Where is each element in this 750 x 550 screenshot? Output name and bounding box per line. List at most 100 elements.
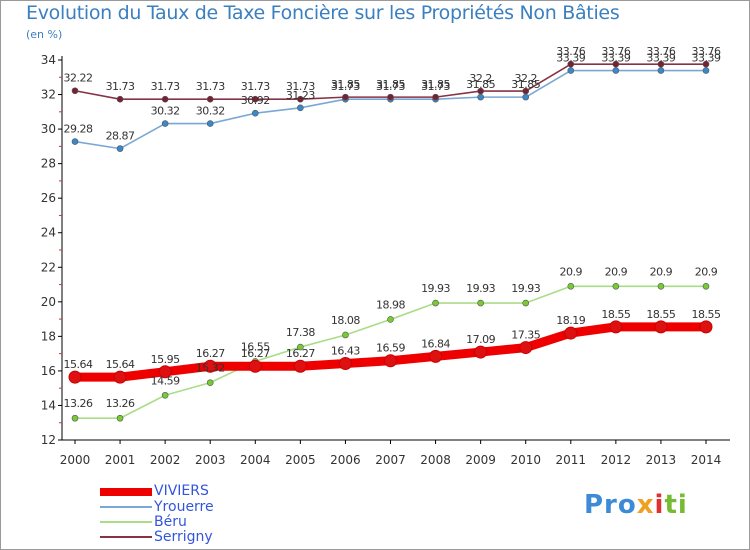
data-point [564, 326, 578, 340]
y-tick-label: 16 [41, 364, 56, 378]
data-label: 14.59 [151, 374, 180, 387]
data-label: 19.93 [511, 282, 540, 295]
data-point [203, 359, 217, 373]
data-point [567, 282, 575, 290]
data-point [206, 379, 214, 386]
data-point [113, 370, 127, 384]
y-tick-label: 12 [41, 433, 56, 447]
x-tick-label: 2009 [465, 453, 496, 467]
data-label: 33.76 [692, 45, 721, 58]
data-point [297, 95, 304, 103]
legend-label-serrigny: Serrigny [154, 529, 213, 545]
legend-label-viviers: VIVIERS [154, 483, 209, 499]
data-label: 31.85 [421, 78, 450, 91]
data-point [429, 349, 443, 363]
data-point [477, 87, 484, 95]
data-label: 32.2 [514, 72, 537, 85]
data-label: 31.73 [376, 80, 405, 93]
legend-swatch-serrigny [100, 536, 152, 538]
data-point [71, 87, 79, 95]
data-point [71, 138, 79, 145]
legend-swatch-viviers [100, 488, 152, 496]
data-point [387, 316, 394, 323]
y-tick-label: 32 [41, 88, 56, 102]
data-label: 29.28 [64, 123, 93, 136]
data-label: 31.85 [511, 78, 540, 91]
data-point [609, 320, 623, 334]
data-label: 15.32 [196, 362, 225, 375]
data-point [251, 109, 259, 117]
data-label: 16.27 [241, 347, 270, 360]
data-point [384, 354, 397, 368]
data-point [519, 341, 533, 355]
data-label: 31.85 [466, 78, 495, 91]
data-label: 33.39 [601, 52, 630, 65]
data-point [432, 93, 439, 101]
data-point [161, 391, 169, 399]
y-tick-label: 34 [41, 53, 56, 67]
data-label: 16.27 [196, 347, 225, 360]
data-point [68, 370, 82, 384]
data-label: 20.9 [560, 265, 583, 278]
data-point [654, 320, 668, 334]
data-label: 18.55 [692, 308, 721, 321]
data-point [293, 359, 307, 373]
data-point [612, 67, 620, 74]
y-tick-label: 26 [41, 191, 56, 205]
data-label: 13.26 [64, 397, 93, 410]
legend-swatch-beru [100, 521, 152, 523]
data-point [387, 93, 394, 101]
data-label: 19.93 [421, 282, 450, 295]
data-point [657, 60, 665, 68]
data-point [206, 95, 214, 103]
y-tick-label: 14 [41, 398, 56, 412]
x-tick-label: 2000 [60, 453, 91, 467]
data-point [116, 414, 124, 422]
data-point [522, 299, 530, 307]
data-label: 31.73 [151, 80, 180, 93]
data-label: 31.73 [286, 80, 315, 93]
data-point [251, 95, 259, 103]
data-point [567, 60, 575, 68]
data-label: 33.39 [556, 52, 585, 65]
data-label: 28.87 [106, 130, 135, 143]
data-label: 31.73 [421, 80, 450, 93]
data-point [71, 414, 79, 422]
x-tick-label: 2008 [420, 453, 451, 467]
data-label: 31.73 [196, 80, 225, 93]
x-tick-label: 2014 [691, 453, 722, 467]
x-tick-label: 2011 [556, 453, 587, 467]
data-label: 15.95 [151, 353, 180, 366]
x-tick-label: 2005 [285, 453, 316, 467]
legend-label-beru: Béru [154, 514, 187, 530]
data-label: 31.73 [241, 80, 270, 93]
data-label: 32.2 [469, 72, 492, 85]
data-label: 32.22 [64, 72, 93, 85]
y-tick-label: 24 [41, 226, 56, 240]
x-tick-label: 2013 [646, 453, 677, 467]
data-label: 20.9 [605, 265, 628, 278]
data-point [477, 299, 484, 307]
data-label: 16.84 [421, 337, 450, 350]
data-point [612, 282, 620, 290]
data-point [702, 67, 710, 74]
data-point [342, 331, 349, 339]
data-label: 30.32 [196, 105, 225, 118]
data-point [206, 120, 214, 127]
data-point [657, 67, 665, 74]
data-label: 33.39 [646, 52, 675, 65]
x-tick-label: 2010 [510, 453, 541, 467]
data-label: 33.76 [601, 45, 630, 58]
data-point [342, 93, 349, 101]
data-point [699, 320, 713, 334]
y-tick-label: 30 [41, 122, 56, 136]
proxiti-logo: Proxiti [584, 490, 688, 520]
data-label: 18.55 [601, 308, 630, 321]
data-label: 17.38 [286, 326, 315, 339]
x-tick-label: 2012 [601, 453, 632, 467]
data-point [567, 67, 575, 74]
data-point [474, 345, 488, 359]
data-point [612, 60, 620, 68]
